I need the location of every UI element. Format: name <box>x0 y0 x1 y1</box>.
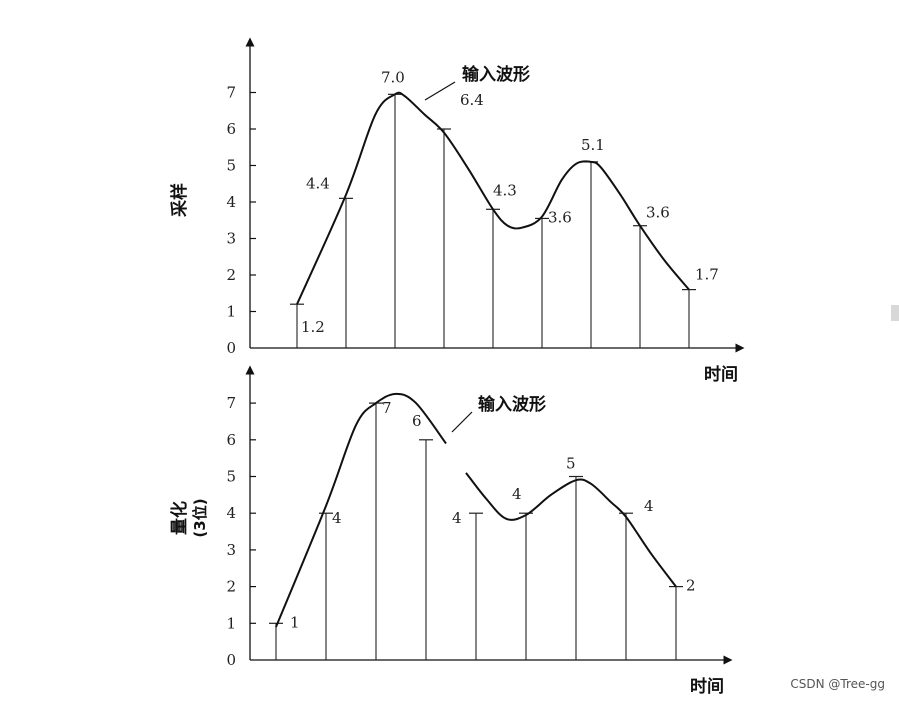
y-tick-label: 5 <box>226 157 236 175</box>
y-tick-label: 4 <box>226 504 236 522</box>
sample-value-label: 5 <box>566 455 576 473</box>
sample-value-label: 3.6 <box>646 204 670 222</box>
y-tick-label: 3 <box>226 230 236 248</box>
y-tick-label: 6 <box>226 431 236 449</box>
input-waveform-label: 输入波形 <box>478 394 546 415</box>
sample-value-label: 4 <box>644 497 654 515</box>
sampling-chart: 0 1 2 3 4 5 6 7 1.2 4.4 7.0 6.4 4.3 3.6 5.1 3.6 1.7 输入波形采… <box>169 37 745 385</box>
sample-value-label: 1.2 <box>301 318 325 336</box>
y-tick-label: 0 <box>226 651 236 669</box>
scroll-edge-marker <box>891 305 899 321</box>
y-tick-label: 4 <box>226 193 236 211</box>
sample-value-label: 6 <box>412 412 422 430</box>
y-axis-subtitle: (3位) <box>191 498 209 537</box>
sample-value-label: 2 <box>686 577 696 595</box>
x-axis-title: 时间 <box>690 676 724 697</box>
y-tick-label: 3 <box>226 541 236 559</box>
sample-value-label: 4.4 <box>306 174 330 192</box>
sample-value-label: 6.4 <box>460 91 484 109</box>
x-axis-title: 时间 <box>704 364 738 385</box>
y-tick-label: 1 <box>226 303 236 321</box>
y-axis-title: 量化 <box>169 501 190 535</box>
watermark: CSDN @Tree-gg <box>790 677 885 691</box>
sample-value-label: 1.7 <box>695 266 719 284</box>
sample-value-label: 5.1 <box>581 136 605 154</box>
sample-value-label: 4 <box>332 509 342 527</box>
y-axis-title: 采样 <box>169 183 190 218</box>
annotation-leader <box>451 411 473 433</box>
y-tick-label: 1 <box>226 614 236 632</box>
sample-value-label: 4 <box>512 485 522 503</box>
y-tick-label: 2 <box>226 266 236 284</box>
sample-value-label: 7 <box>382 399 392 417</box>
input-waveform-label: 输入波形 <box>462 64 530 85</box>
input-waveform-line <box>296 91 690 305</box>
y-tick-label: 6 <box>226 120 236 138</box>
input-waveform-line <box>275 392 447 628</box>
sample-value-label: 7.0 <box>381 68 405 86</box>
y-tick-label: 2 <box>226 578 236 596</box>
y-tick-label: 0 <box>226 339 236 357</box>
sample-value-label: 3.6 <box>548 208 572 226</box>
annotation-leader <box>424 81 456 101</box>
sample-value-label: 4 <box>452 509 462 527</box>
y-tick-label: 7 <box>226 394 236 412</box>
input-waveform-line <box>465 472 677 588</box>
sample-value-label: 1 <box>290 613 300 631</box>
y-tick-label: 7 <box>226 84 236 102</box>
y-tick-label: 5 <box>226 468 236 486</box>
sample-value-label: 4.3 <box>493 181 517 199</box>
